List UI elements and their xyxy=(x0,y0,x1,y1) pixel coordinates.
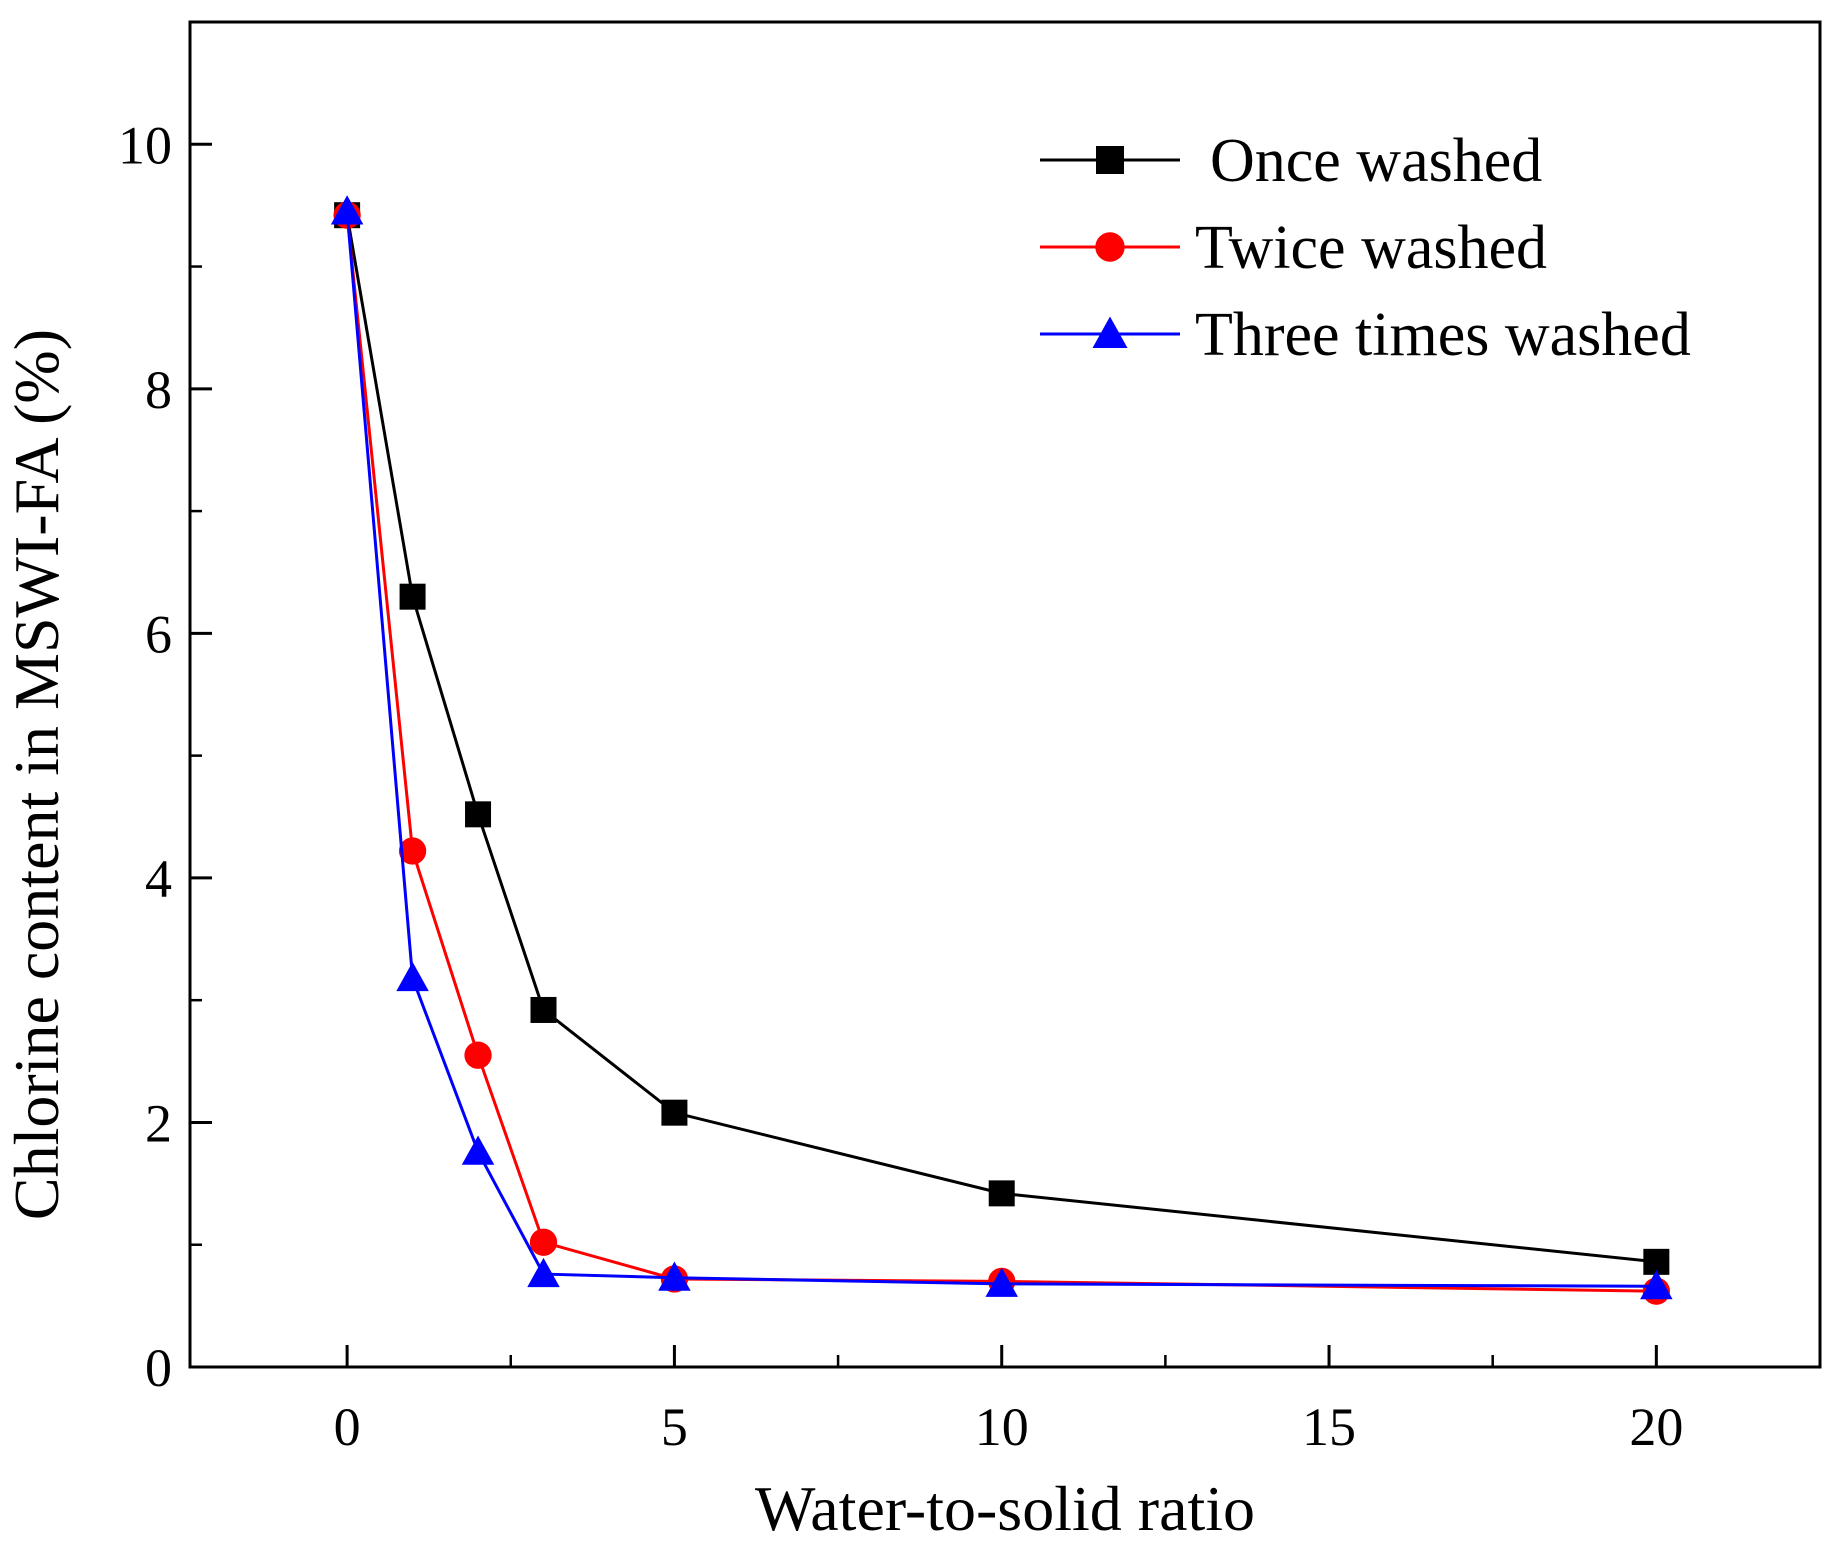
data-point xyxy=(330,195,364,225)
y-tick-label: 6 xyxy=(145,604,172,664)
data-series xyxy=(330,195,1673,1305)
legend: Once washed Twice washed Three times washe… xyxy=(1040,127,1691,369)
data-point xyxy=(1640,1270,1673,1300)
legend-item: Twice washed xyxy=(1040,214,1547,282)
y-axis-title: Chlorine content in MSWI-FA (%) xyxy=(1,329,72,1220)
series-line xyxy=(345,215,1657,1293)
x-tick-label: 20 xyxy=(1629,1397,1683,1457)
data-point xyxy=(465,801,492,828)
y-tick-label: 10 xyxy=(118,115,172,175)
data-point xyxy=(461,1135,495,1165)
series-three-times-washed xyxy=(330,195,1673,1300)
data-point xyxy=(661,1099,688,1126)
series-line xyxy=(345,214,1657,1264)
data-point xyxy=(985,1267,1018,1297)
legend-label: Three times washed xyxy=(1195,301,1691,369)
data-point xyxy=(1096,146,1124,174)
legend-label: Twice washed xyxy=(1195,214,1547,282)
plot-frame xyxy=(188,20,1822,1369)
y-tick-label: 4 xyxy=(145,849,172,909)
data-point xyxy=(399,583,426,610)
data-point xyxy=(464,1041,492,1069)
x-axis-title: Water-to-solid ratio xyxy=(755,1473,1255,1544)
data-point xyxy=(1095,232,1125,262)
x-tick-label: 0 xyxy=(334,1397,361,1457)
legend-item: Three times washed xyxy=(1040,301,1691,369)
data-point xyxy=(1092,316,1128,348)
x-tick-label: 15 xyxy=(1302,1397,1356,1457)
data-point xyxy=(658,1261,691,1291)
series-line xyxy=(345,211,1657,1288)
data-point xyxy=(530,996,557,1023)
y-tick-label: 2 xyxy=(145,1093,172,1153)
y-tick-label: 0 xyxy=(145,1338,172,1398)
legend-label: Once washed xyxy=(1210,127,1542,195)
data-point xyxy=(529,1228,558,1256)
data-point xyxy=(396,961,429,992)
x-tick-label: 5 xyxy=(661,1397,688,1457)
data-point xyxy=(398,837,427,865)
data-point xyxy=(527,1257,560,1288)
legend-item: Once washed xyxy=(1040,127,1542,195)
y-tick-label: 8 xyxy=(145,360,172,420)
axis-ticks: 0 5 10 15 20 0 2 4 6 8 10 xyxy=(118,115,1683,1457)
x-tick-label: 10 xyxy=(975,1397,1029,1457)
data-point xyxy=(988,1180,1015,1207)
